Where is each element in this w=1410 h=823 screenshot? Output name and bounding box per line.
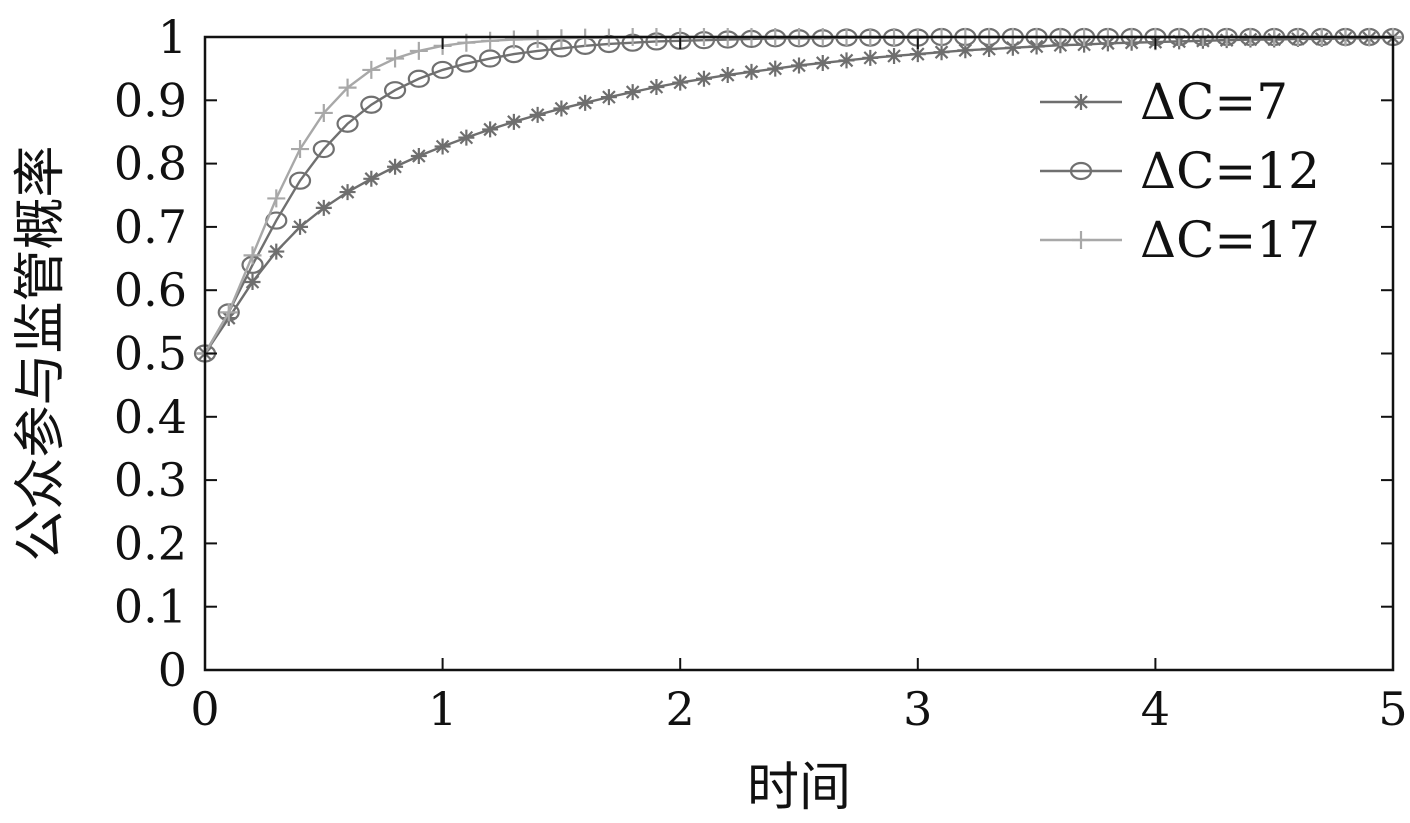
data-point — [981, 41, 998, 58]
data-point — [314, 103, 333, 122]
data-point — [363, 170, 380, 187]
data-point — [909, 46, 926, 63]
data-point — [386, 49, 405, 68]
data-point — [383, 81, 407, 100]
data-point — [481, 31, 500, 50]
data-point — [933, 44, 950, 61]
data-point — [648, 79, 665, 96]
data-point — [482, 121, 499, 138]
x-tick-label: 2 — [666, 682, 695, 736]
y-axis-title: 公众参与监管概率 — [11, 145, 71, 561]
y-tick-label: 0.9 — [114, 73, 187, 127]
data-point — [814, 54, 831, 71]
data-point — [267, 189, 286, 208]
data-point — [1028, 38, 1045, 55]
legend-label: ΔC=7 — [1140, 73, 1288, 131]
data-point — [315, 199, 332, 216]
data-point — [479, 49, 502, 68]
data-point — [338, 78, 357, 97]
legend-label: ΔC=17 — [1140, 211, 1320, 269]
data-point — [360, 95, 383, 114]
x-tick-label: 4 — [1141, 682, 1170, 736]
x-axis-title: 时间 — [747, 758, 851, 818]
y-tick-label: 0.3 — [114, 453, 187, 507]
data-point — [528, 29, 547, 48]
data-point — [288, 171, 312, 190]
data-point — [529, 106, 546, 123]
legend-marker — [1073, 94, 1089, 110]
data-point — [336, 114, 359, 133]
x-tick-label: 5 — [1378, 682, 1407, 736]
data-point — [695, 70, 712, 87]
data-point — [268, 243, 285, 260]
y-tick-label: 0.6 — [114, 263, 187, 317]
tick-layer: 0 1 2 3 4 500.10.20.30.40.50.60.70.80.91 — [114, 10, 1408, 736]
data-point — [410, 148, 427, 165]
data-point — [505, 113, 522, 130]
plot-frame — [203, 35, 1395, 672]
data-point — [504, 30, 523, 49]
legend-label: ΔC=12 — [1140, 142, 1320, 200]
data-point — [431, 60, 454, 80]
data-point — [767, 60, 784, 77]
data-point — [244, 273, 261, 290]
data-point — [791, 57, 807, 74]
x-tick-label: 0 — [190, 682, 219, 736]
data-point — [862, 49, 879, 66]
data-point — [552, 29, 571, 48]
x-tick-label: 3 — [903, 682, 932, 736]
data-point — [957, 42, 974, 59]
y-tick-label: 0.7 — [114, 200, 187, 254]
legend-entry-1: ΔC=7 — [1040, 73, 1288, 131]
legend-entry-2: ΔC=12 — [1040, 142, 1320, 200]
legend-marker — [1069, 161, 1093, 181]
y-tick-label: 0.2 — [114, 516, 187, 570]
data-point — [624, 84, 641, 101]
data-point — [407, 69, 430, 88]
data-point — [387, 158, 404, 175]
data-point — [600, 89, 617, 106]
data-point — [291, 140, 310, 159]
legend-marker — [1072, 231, 1090, 249]
legend: ΔC=7 ΔC=12 ΔC=17 — [1040, 73, 1320, 269]
data-point — [838, 52, 855, 69]
data-point — [743, 63, 760, 80]
y-tick-label: 0.8 — [114, 137, 187, 191]
x-tick-label: 1 — [428, 682, 457, 736]
y-tick-label: 0.4 — [114, 390, 187, 444]
data-point — [339, 184, 356, 201]
data-point — [577, 94, 594, 111]
data-point — [553, 100, 570, 117]
data-point — [362, 60, 381, 79]
data-point — [458, 129, 475, 146]
data-point — [455, 54, 478, 73]
data-point — [292, 218, 309, 235]
data-point — [434, 138, 451, 155]
y-tick-label: 0.5 — [114, 327, 187, 381]
data-point — [719, 66, 736, 83]
data-point — [312, 139, 335, 159]
data-point — [409, 41, 428, 60]
data-point — [1004, 39, 1021, 56]
data-point — [243, 246, 262, 265]
data-point — [886, 47, 903, 64]
y-tick-label: 0.1 — [114, 580, 187, 634]
y-tick-label: 0 — [158, 643, 187, 697]
data-point — [219, 303, 238, 322]
legend-entry-3: ΔC=17 — [1040, 211, 1320, 269]
y-tick-label: 1 — [158, 10, 187, 64]
data-point — [672, 74, 689, 91]
